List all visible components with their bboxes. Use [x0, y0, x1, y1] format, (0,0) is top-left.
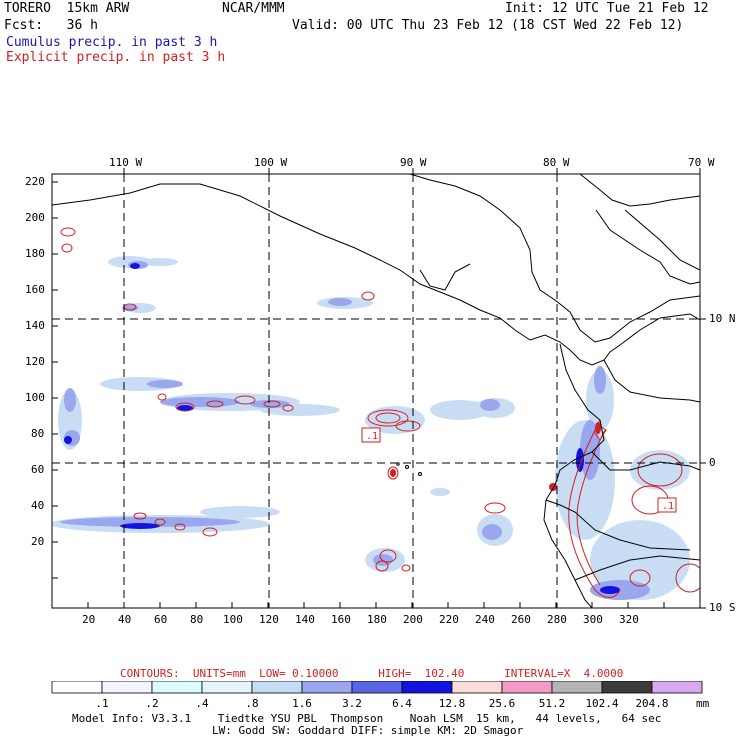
lon-label-70w: 70 W: [688, 156, 715, 169]
colorbar-swatch: [301, 681, 353, 694]
footer-model-info: Model Info: V3.3.1 Tiedtke YSU PBL Thomp…: [72, 712, 662, 725]
y-label: 200: [25, 211, 45, 224]
colorbar: [51, 681, 703, 694]
x-label: 60: [154, 613, 168, 626]
lon-label-80w: 80 W: [543, 156, 570, 169]
x-label: 120: [259, 613, 279, 626]
x-label: 240: [475, 613, 495, 626]
colorbar-tick-label: 3.2: [342, 697, 362, 710]
x-label: 140: [295, 613, 315, 626]
contour-label-box-2: [657, 497, 677, 513]
x-label: 80: [190, 613, 204, 626]
colorbar-tick-label: 12.8: [438, 697, 466, 710]
contour-label-box-1: [361, 427, 381, 443]
model-title: TORERO 15km ARW: [4, 1, 130, 16]
field-explicit: Explicit precip. in past 3 h: [6, 50, 226, 65]
lon-label-110w: 110 W: [109, 156, 143, 169]
x-label: 260: [511, 613, 531, 626]
organization: NCAR/MMM: [222, 1, 285, 16]
y-label: 20: [31, 535, 45, 548]
colorbar-swatch: [201, 681, 253, 694]
y-label: 220: [25, 175, 45, 188]
y-label: 140: [25, 319, 45, 332]
forecast-hour: Fcst: 36 h: [4, 18, 98, 33]
lon-label-90w: 90 W: [400, 156, 427, 169]
colorbar-tick-label: 6.4: [392, 697, 412, 710]
colorbar-unit: mm: [696, 697, 710, 710]
x-label: 180: [367, 613, 387, 626]
x-label: 100: [223, 613, 243, 626]
precip-fields: [52, 227, 700, 600]
colorbar-swatch: [51, 681, 103, 694]
x-label: 40: [118, 613, 132, 626]
x-label: 300: [583, 613, 603, 626]
y-label: 180: [25, 247, 45, 260]
colorbar-swatch: [601, 681, 653, 694]
lat-lon-grid: [52, 174, 700, 608]
colorbar-swatch: [251, 681, 303, 694]
colorbar-swatch: [351, 681, 403, 694]
colorbar-swatch: [401, 681, 453, 694]
colorbar-tick-label: .2: [145, 697, 159, 710]
y-label: 80: [31, 427, 45, 440]
y-label: 40: [31, 499, 45, 512]
colorbar-tick-label: .1: [95, 697, 109, 710]
colorbar-tick-label: 51.2: [538, 697, 566, 710]
y-label: 120: [25, 355, 45, 368]
colorbar-swatch: [651, 681, 703, 694]
x-label: 20: [82, 613, 96, 626]
contours-info: CONTOURS: UNITS=mm LOW= 0.10000 HIGH= 10…: [120, 667, 624, 680]
colorbar-swatch: [151, 681, 203, 694]
lon-label-100w: 100 W: [254, 156, 288, 169]
lat-label-10n: 10 N: [709, 312, 736, 325]
colorbar-tick-label: 204.8: [635, 697, 669, 710]
colorbar-tick-label: .4: [195, 697, 209, 710]
lat-label-0: 0: [709, 456, 716, 469]
y-label: 160: [25, 283, 45, 296]
x-label: 200: [403, 613, 423, 626]
x-label: 280: [547, 613, 567, 626]
axis-ticks: [52, 168, 706, 609]
x-label: 220: [439, 613, 459, 626]
contour-label-1: .1: [366, 431, 378, 442]
contour-label-2: .1: [662, 501, 674, 512]
colorbar-swatch: [501, 681, 553, 694]
colorbar-swatch: [551, 681, 603, 694]
coastlines: [52, 174, 700, 608]
colorbar-tick-label: 1.6: [292, 697, 312, 710]
y-label: 100: [25, 391, 45, 404]
valid-time: Valid: 00 UTC Thu 23 Feb 12 (18 CST Wed …: [292, 18, 684, 33]
y-label: 60: [31, 463, 45, 476]
field-cumulus: Cumulus precip. in past 3 h: [6, 35, 218, 50]
colorbar-swatch: [451, 681, 503, 694]
init-time: Init: 12 UTC Tue 21 Feb 12: [505, 1, 709, 16]
x-label: 160: [331, 613, 351, 626]
colorbar-tick-label: 25.6: [488, 697, 516, 710]
colorbar-tick-label: .8: [245, 697, 259, 710]
colorbar-tick-label: 102.4: [585, 697, 619, 710]
footer-physics-info: LW: Godd SW: Goddard DIFF: simple KM: 2D…: [212, 724, 524, 737]
x-label: 320: [619, 613, 639, 626]
colorbar-swatch: [101, 681, 153, 694]
lat-label-10s: 10 S: [709, 601, 736, 614]
